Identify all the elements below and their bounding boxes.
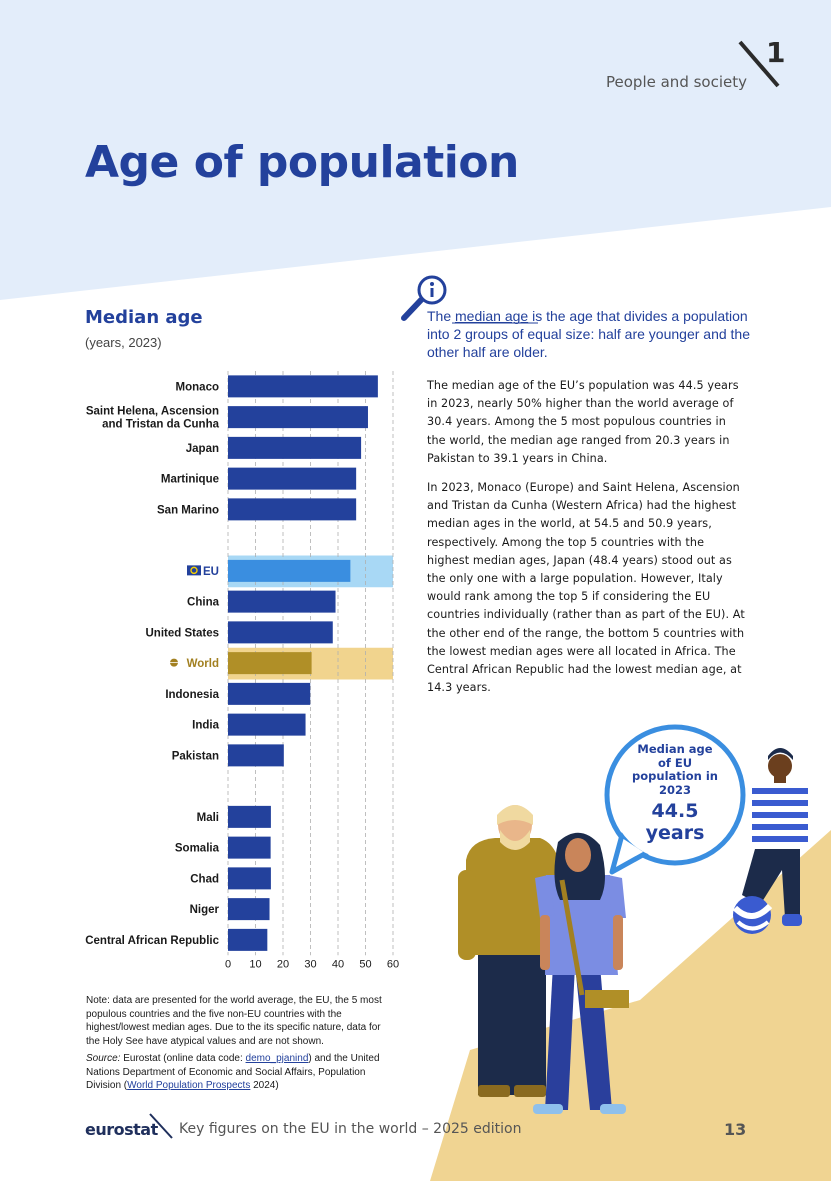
bar-india — [228, 713, 306, 736]
bar-indonesia — [228, 682, 311, 705]
bar-eu — [228, 559, 351, 582]
category-label-world: World — [187, 658, 219, 670]
info-magnifier-icon — [401, 275, 447, 321]
median-age-bar-chart: 0 10 20 30 40 50 60 Monaco Saint Helena, Ascensi… — [85, 371, 399, 970]
page-number: 13 — [724, 1120, 747, 1139]
x-tick-label-0: 0 — [225, 958, 231, 970]
header-band — [0, 0, 831, 300]
bar-saint-helena-ascension-and-tristan-da-cunha — [228, 406, 368, 429]
footer-publication-title: Key figures on the EU in the world – 202… — [179, 1121, 522, 1137]
bar-niger — [228, 898, 270, 921]
body-paragraph-1: The median age of the EU’s population wa… — [427, 379, 739, 465]
category-label-san-marino: San Marino — [157, 504, 219, 516]
source-text-3: 2024) — [250, 1080, 279, 1091]
chart-subtitle: (years, 2023) — [85, 335, 162, 350]
category-label-india: India — [192, 720, 219, 732]
footer-slash — [149, 1113, 173, 1139]
eurostat-logo: eurostat — [85, 1120, 158, 1139]
source-text-1: Eurostat (online data code: — [120, 1053, 246, 1064]
category-label-japan: Japan — [186, 443, 219, 455]
boy-illustration — [732, 748, 808, 934]
info-post: is the age that divides a population int… — [427, 308, 750, 360]
chart-note: Note: data are presented for the world a… — [86, 995, 382, 1047]
x-tick-label-60: 60 — [387, 958, 399, 970]
man-illustration — [458, 805, 562, 1097]
source-label: Source: — [86, 1053, 121, 1064]
bar-somalia — [228, 836, 271, 859]
bar-monaco — [228, 375, 378, 398]
category-label-central-african-republic: Central African Republic — [85, 935, 219, 947]
x-tick-label-40: 40 — [332, 958, 344, 970]
bar-central-african-republic — [228, 928, 268, 951]
info-text: The median age is the age that divides a… — [427, 307, 757, 361]
category-label-chad: Chad — [190, 873, 219, 885]
section-name: People and society — [606, 73, 747, 91]
category-label-mali: Mali — [197, 812, 219, 824]
category-label-saint-helena-ascension-and-tristan-da-cunha: Saint Helena, Ascension and Tristan da Cu… — [86, 406, 220, 431]
chart-source: Source: Eurostat (online data code: demo… — [86, 1052, 396, 1093]
woman-illustration — [533, 832, 629, 1114]
category-label-niger: Niger — [190, 904, 220, 916]
source-code-link[interactable]: demo_pjanind — [245, 1053, 309, 1064]
x-tick-label-30: 30 — [304, 958, 316, 970]
chart-title: Median age — [85, 307, 203, 328]
section-slash — [738, 40, 780, 88]
info-term: median age — [455, 308, 529, 324]
bar-japan — [228, 436, 362, 459]
category-label-united-states: United States — [146, 627, 220, 639]
category-label-eu: EU — [203, 566, 219, 578]
bar-san-marino — [228, 498, 357, 521]
bar-martinique — [228, 467, 357, 490]
category-label-somalia: Somalia — [175, 843, 220, 855]
eu-flag-icon — [187, 565, 201, 576]
bar-chad — [228, 867, 271, 890]
category-label-china: China — [187, 597, 220, 609]
source-text-2: ) and the United Nations Department of E… — [86, 1053, 380, 1091]
x-tick-label-10: 10 — [249, 958, 261, 970]
body-paragraph-2: In 2023, Monaco (Europe) and Saint Helen… — [427, 481, 745, 695]
bar-pakistan — [228, 744, 284, 767]
category-label-monaco: Monaco — [176, 381, 219, 393]
eu-flag-stars-icon — [190, 566, 198, 575]
x-tick-label-20: 20 — [277, 958, 289, 970]
speech-bubble — [604, 724, 746, 875]
bar-china — [228, 590, 336, 613]
category-label-indonesia: Indonesia — [165, 689, 219, 701]
category-label-martinique: Martinique — [161, 474, 219, 486]
category-label-pakistan: Pakistan — [172, 750, 219, 762]
bubble-label: Median age of EU population in 2023 — [632, 742, 718, 797]
info-pre: The — [427, 308, 456, 324]
x-tick-label-50: 50 — [359, 958, 371, 970]
bar-united-states — [228, 621, 333, 644]
page-title: Age of population — [85, 137, 519, 188]
bar-mali — [228, 805, 271, 828]
section-number: 1 — [766, 36, 786, 69]
bubble-value: 44.5 years — [645, 800, 705, 844]
bar-world — [228, 652, 312, 675]
source-wpp-link[interactable]: World Population Prospects — [127, 1080, 251, 1091]
